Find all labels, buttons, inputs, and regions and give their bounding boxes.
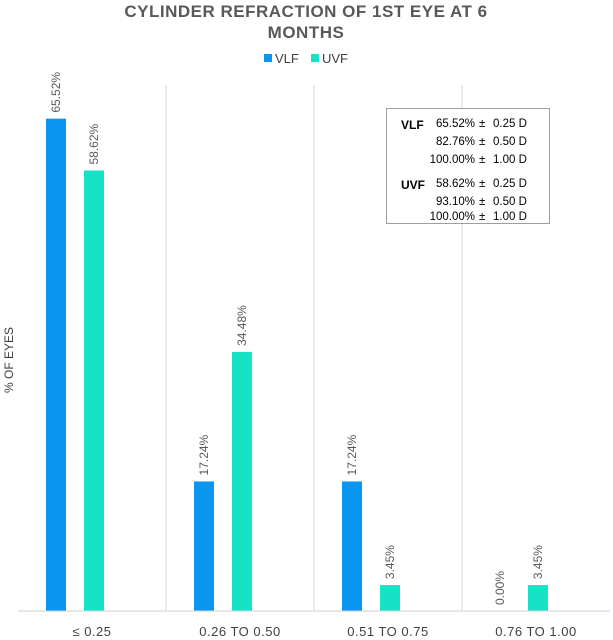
- bar-vlf: [46, 118, 66, 611]
- legend-swatch-uvf: [311, 54, 319, 62]
- annotation-pct: 93.10%: [435, 196, 475, 208]
- annotation-value: 1.00 D: [493, 211, 527, 223]
- data-label-vlf: 17.24%: [345, 434, 359, 475]
- data-label-vlf: 0.00%: [493, 571, 507, 605]
- bar-uvf: [380, 585, 400, 611]
- legend-swatch-vlf: [264, 54, 272, 62]
- annotation-box: VLF 65.52% ± 0.25 D 82.76% ± 0.50 D 100.…: [386, 108, 550, 224]
- annotation-plus-minus: ±: [479, 118, 486, 130]
- annotation-row: 82.76% ± 0.50 D: [387, 136, 551, 151]
- annotation-plus-minus: ±: [479, 196, 486, 208]
- annotation-row: 100.00% ± 1.00 D: [387, 154, 551, 169]
- annotation-row: 93.10% ± 0.50 D: [387, 196, 551, 211]
- category-labels: ≤ 0.25 0.26 TO 0.50 0.51 TO 0.75 0.76 TO 1.…: [72, 624, 576, 639]
- bars: [46, 118, 548, 611]
- category-label: ≤ 0.25: [72, 624, 111, 639]
- annotation-pct: 82.76%: [435, 136, 475, 148]
- bar-vlf: [342, 481, 362, 611]
- data-label-uvf: 3.45%: [383, 545, 397, 579]
- annotation-plus-minus: ±: [479, 154, 486, 166]
- legend: VLF UVF: [264, 51, 348, 66]
- annotation-row: 100.00% ± 1.00 D: [387, 211, 551, 226]
- data-label-uvf: 58.62%: [87, 123, 101, 164]
- annotation-row: UVF 58.62% ± 0.25 D: [387, 178, 551, 193]
- annotation-series-vlf: VLF: [401, 118, 424, 132]
- data-label-vlf: 65.52%: [49, 72, 63, 113]
- legend-label-vlf: VLF: [275, 51, 299, 66]
- category-label: 0.26 TO 0.50: [199, 624, 280, 639]
- bar-uvf: [528, 585, 548, 611]
- category-label: 0.76 TO 1.00: [495, 624, 576, 639]
- annotation-value: 1.00 D: [493, 154, 527, 166]
- annotation-plus-minus: ±: [479, 136, 486, 148]
- annotation-pct: 65.52%: [435, 118, 475, 130]
- category-label: 0.51 TO 0.75: [347, 624, 428, 639]
- annotation-value: 0.50 D: [493, 196, 527, 208]
- y-axis-title: % OF EYES: [2, 327, 16, 393]
- annotation-pct: 58.62%: [435, 178, 475, 190]
- bar-vlf: [194, 481, 214, 611]
- annotation-plus-minus: ±: [479, 211, 486, 223]
- data-label-vlf: 17.24%: [197, 434, 211, 475]
- annotation-series-uvf: UVF: [401, 178, 425, 192]
- data-label-uvf: 34.48%: [235, 305, 249, 346]
- data-label-uvf: 3.45%: [531, 545, 545, 579]
- annotation-row: VLF 65.52% ± 0.25 D: [387, 118, 551, 133]
- annotation-value: 0.25 D: [493, 118, 527, 130]
- bar-uvf: [232, 351, 252, 611]
- data-labels: 65.52% 58.62% 17.24% 34.48% 17.24% 3.45% 0.00%…: [49, 72, 545, 605]
- annotation-plus-minus: ±: [479, 178, 486, 190]
- chart-title-line-2: MONTHS: [268, 23, 345, 42]
- annotation-pct: 100.00%: [429, 211, 475, 223]
- bar-uvf: [84, 170, 104, 611]
- legend-label-uvf: UVF: [322, 51, 348, 66]
- annotation-value: 0.25 D: [493, 178, 527, 190]
- annotation-pct: 100.00%: [429, 154, 475, 166]
- chart-title-line-1: CYLINDER REFRACTION OF 1ST EYE AT 6: [124, 2, 487, 21]
- annotation-value: 0.50 D: [493, 136, 527, 148]
